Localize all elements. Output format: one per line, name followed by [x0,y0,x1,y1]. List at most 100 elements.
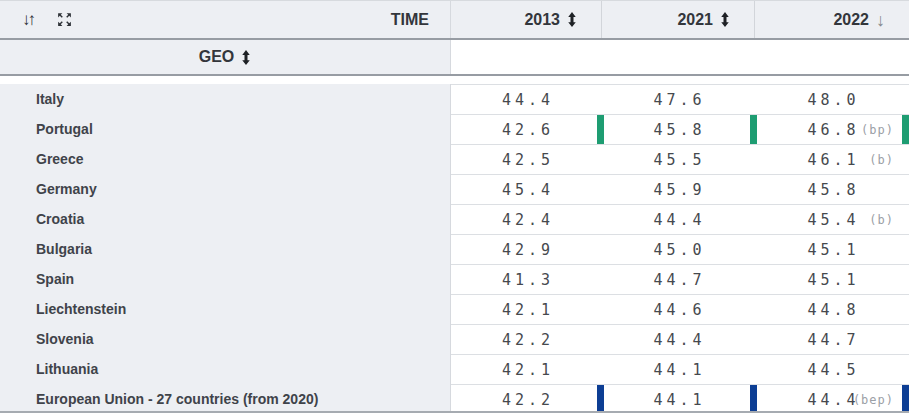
geo-label: Bulgaria [36,241,92,257]
column-header-label: 2013 [524,11,560,29]
table-row: Croatia 42.4 44.4 45.4 (b) [0,204,909,234]
value-cells: 42.4 44.4 45.4 (b) [451,204,909,234]
geo-cell: Portugal [0,114,451,144]
expand-icon [56,11,73,28]
break-in-series-bar [750,385,757,413]
value-cells: 42.1 44.144.5 [451,354,909,384]
toolbar: ↓↑ [22,10,73,30]
value-cell: 44.4 [451,85,601,114]
expand-table-button[interactable] [56,11,73,28]
value: 44.1 [649,391,705,409]
geo-label: Lithuania [36,361,98,377]
value: 42.5 [498,151,554,169]
value: 44.4 [649,331,705,349]
geo-cell: Croatia [0,204,451,234]
value: 47.6 [649,91,705,109]
table-row: Slovenia 42.2 44.4 44.7 [0,324,909,354]
break-in-series-bar [902,385,909,413]
value-cell: 45.0 [601,235,754,264]
geo-cell: Germany [0,174,451,204]
column-header-2013[interactable]: 2013 [451,1,601,38]
column-header-label: 2021 [677,11,713,29]
geo-cell: Italy [0,84,451,114]
value-cell: 44.4 [601,325,754,354]
value: 46.8 [803,121,859,139]
flag-label: (b) [869,213,894,227]
value-cells: 42.2 44.4 44.7 [451,324,909,354]
value-cell: 42.4 [451,205,601,234]
value-cell: 44.7 [601,265,754,294]
value-cell: 44.8 [754,295,909,324]
value: 42.1 [498,301,554,319]
table-row: European Union - 27 countries (from 2020… [0,384,909,413]
geo-label: Croatia [36,211,84,227]
table-row: Lithuania 42.1 44.144.5 [0,354,909,384]
sort-rows-button[interactable]: ↓↑ [22,10,36,30]
break-in-series-bar [750,115,757,144]
geo-dimension-label: GEO [199,48,235,66]
value-cell: 44.4(bep) [754,385,909,413]
value: 45.4 [803,211,859,229]
geo-label: Portugal [36,121,93,137]
break-in-series-bar [597,385,604,413]
value-cell: 44.5 [754,355,909,384]
value-cell: 41.3 [451,265,601,294]
value: 45.1 [803,241,859,259]
value-cell: 42.2 [451,385,601,413]
value: 42.2 [498,391,554,409]
value-cells: 42.545.546.1(b) [451,144,909,174]
table-row: Liechtenstein 42.1 44.6 44.8 [0,294,909,324]
value-cell: 45.8 [754,175,909,204]
column-header-2021[interactable]: 2021 [601,1,754,38]
time-header-cell: ↓↑ TIME [0,1,451,38]
geo-cell: Liechtenstein [0,294,451,324]
value-cell: 45.8 [601,115,754,144]
break-in-series-bar [902,115,909,144]
value-cell: 42.1 [451,295,601,324]
value-cell: 44.7 [754,325,909,354]
sort-updown-icon [241,50,251,65]
time-dimension-label: TIME [391,11,429,29]
flag-label: (bep) [853,393,894,407]
table-body: Italy44.447.648.0Portugal42.645.846.8(bp… [0,84,909,413]
sort-updown-icon [720,12,730,27]
table-row: Greece 42.545.546.1(b) [0,144,909,174]
geo-row-spacer [451,40,909,74]
value: 42.1 [498,361,554,379]
value-cell: 44.6 [601,295,754,324]
value-cell: 46.1(b) [754,145,909,174]
value: 44.7 [803,331,859,349]
break-in-series-bar [597,115,604,144]
value: 44.6 [649,301,705,319]
column-header-2022[interactable]: 2022 ↓ [754,1,909,38]
value-cell: 44.1 [601,355,754,384]
geo-label: Slovenia [36,331,94,347]
header-row: ↓↑ TIME 2013 2021 2022 ↓ [0,1,909,40]
value-cell: 48.0 [754,85,909,114]
value: 45.1 [803,271,859,289]
geo-cell: Greece [0,144,451,174]
value: 42.2 [498,331,554,349]
value: 44.7 [649,271,705,289]
table-row: Spain41.344.745.1 [0,264,909,294]
value: 44.4 [498,91,554,109]
value-cell: 42.5 [451,145,601,174]
value: 42.6 [498,121,554,139]
value-cell: 42.1 [451,355,601,384]
geo-label: Greece [36,151,83,167]
column-header-label: 2022 [833,11,869,29]
geo-cell: European Union - 27 countries (from 2020… [0,384,451,413]
value: 44.4 [649,211,705,229]
table-row: Italy 44.4 47.6 48.0 [0,84,909,114]
geo-cell: Slovenia [0,324,451,354]
table-row: Bulgaria42.945.045.1 [0,234,909,264]
geo-dimension-header[interactable]: GEO [0,40,451,74]
geo-cell: Lithuania [0,354,451,384]
geo-cell: Bulgaria [0,234,451,264]
value-cell: 46.8(bp) [754,115,909,144]
geo-header-row: GEO [0,40,909,76]
value-cell: 45.1 [754,265,909,294]
value: 48.0 [803,91,859,109]
value: 41.3 [498,271,554,289]
value-cells: 42.945.045.1 [451,234,909,264]
